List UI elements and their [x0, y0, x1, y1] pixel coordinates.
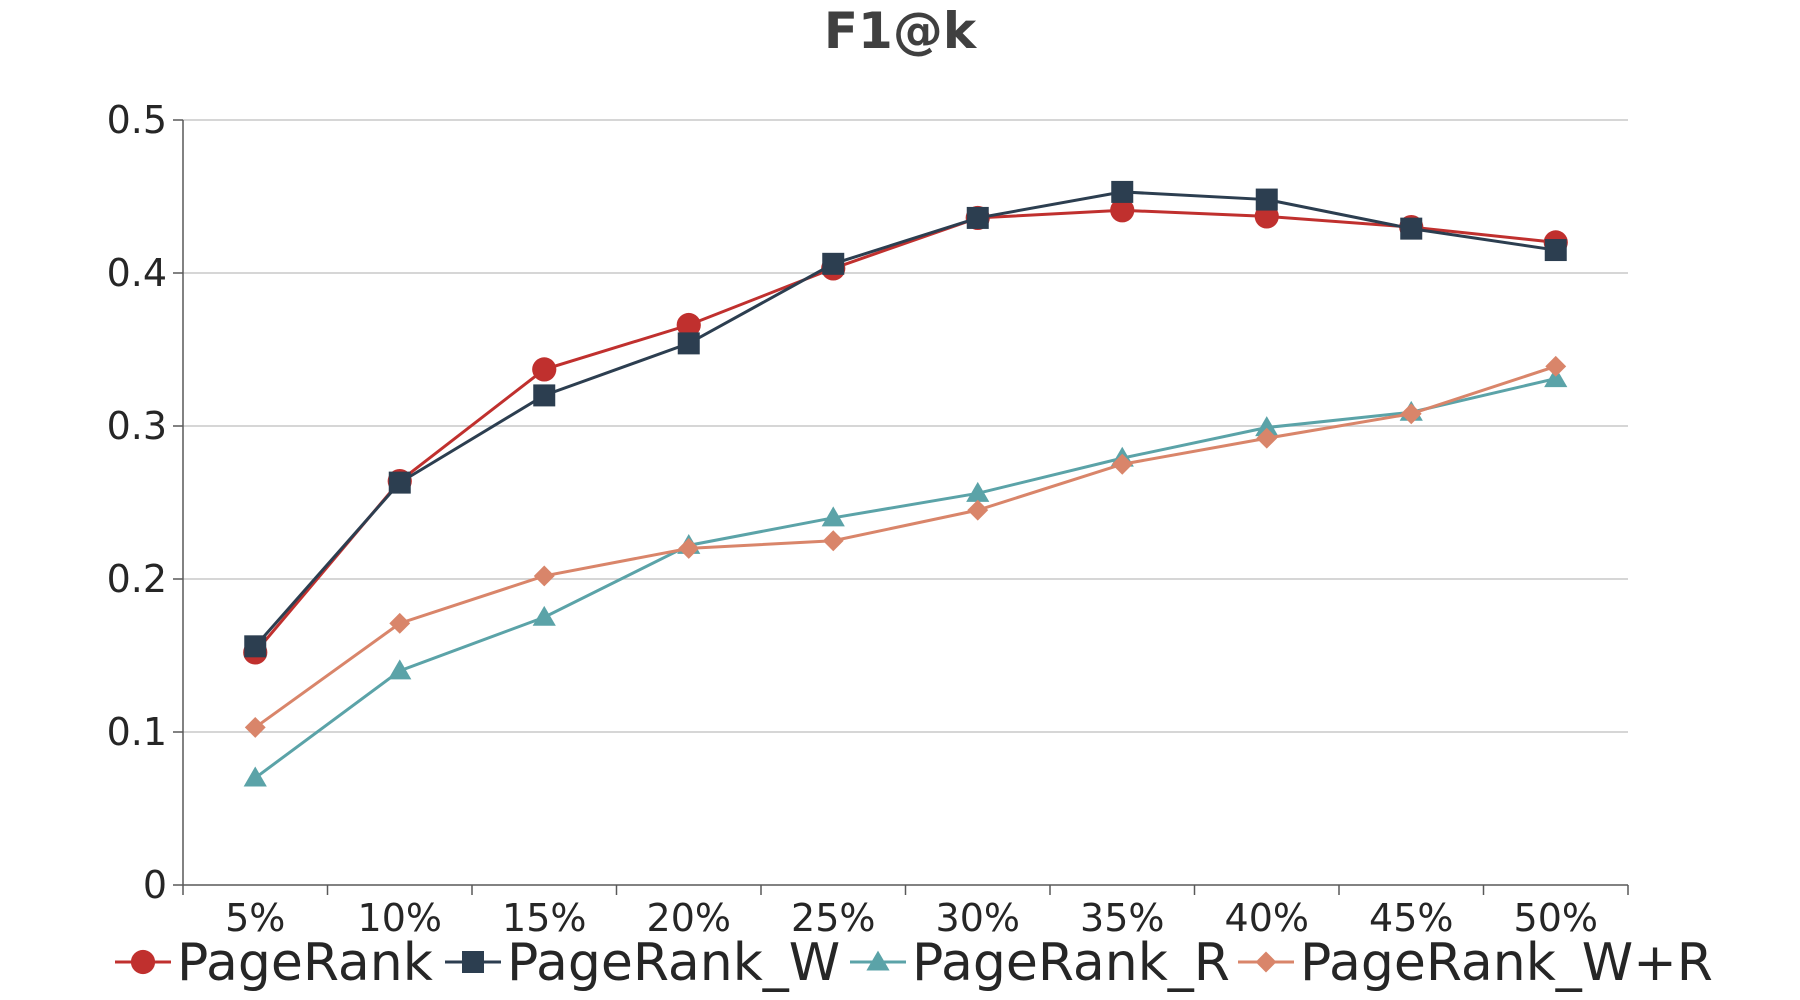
- series-group: [243, 180, 1568, 787]
- series-pagerank: [243, 198, 1568, 665]
- series-line: [254, 190, 1556, 648]
- data-point: [532, 605, 556, 626]
- x-tick-label: 50%: [1514, 896, 1598, 940]
- legend-marker: [130, 949, 156, 975]
- legend-marker: [1255, 951, 1277, 973]
- legend-label: PageRank_R: [912, 933, 1230, 993]
- y-tick-label: 0.4: [107, 251, 167, 295]
- data-point: [1544, 367, 1568, 388]
- legend-item: PageRank: [115, 933, 433, 993]
- data-point: [533, 565, 555, 587]
- series-pagerank-r: [243, 367, 1568, 787]
- x-tick-label: 25%: [791, 896, 875, 940]
- y-tick-label: 0.1: [107, 710, 167, 754]
- x-tick-label: 10%: [358, 896, 442, 940]
- x-tick-label: 45%: [1369, 896, 1453, 940]
- x-tick-label: 30%: [936, 896, 1020, 940]
- axes: 0 0.1 0.2 0.3 0.4 0.5 5% 10% 15% 20% 25% 30% 35% 40% 4…: [107, 98, 1629, 940]
- data-point: [1544, 239, 1567, 262]
- data-point: [388, 471, 411, 494]
- series-line: [254, 364, 1557, 729]
- data-point: [821, 506, 845, 527]
- series-line: [254, 377, 1557, 780]
- data-point: [1400, 403, 1422, 425]
- data-point: [966, 206, 989, 229]
- chart-title: F1@k: [824, 2, 978, 60]
- data-point: [244, 635, 267, 658]
- legend-marker: [866, 950, 890, 971]
- legend-item: PageRank_R: [850, 933, 1230, 993]
- data-point: [1111, 180, 1134, 203]
- y-tick-label: 0.3: [107, 404, 167, 448]
- data-point: [243, 766, 267, 787]
- data-point: [1400, 217, 1423, 240]
- series-pagerank-w-r: [244, 355, 1567, 738]
- data-point: [677, 332, 700, 355]
- legend-label: PageRank_W+R: [1300, 933, 1713, 993]
- y-tick-label: 0.2: [107, 557, 167, 601]
- y-tick-label: 0.5: [107, 98, 167, 142]
- legend-label: PageRank_W: [507, 933, 840, 993]
- legend-item: PageRank_W+R: [1238, 933, 1713, 993]
- data-point: [1256, 427, 1278, 449]
- x-tick-label: 20%: [647, 896, 731, 940]
- data-point: [1255, 188, 1278, 211]
- legend-item: PageRank_W: [445, 933, 840, 993]
- data-point: [967, 499, 989, 521]
- data-point: [1545, 355, 1567, 377]
- data-point: [822, 530, 844, 552]
- grid-lines: [183, 119, 1628, 733]
- data-point: [676, 312, 701, 338]
- y-tick-label: 0: [143, 863, 167, 907]
- data-point: [1110, 198, 1135, 223]
- data-point: [532, 357, 557, 382]
- data-point: [1255, 416, 1279, 437]
- data-point: [389, 612, 411, 634]
- x-tick-label: 35%: [1080, 896, 1164, 940]
- data-point: [533, 384, 556, 407]
- x-tick-label: 15%: [502, 896, 586, 940]
- data-point: [822, 252, 845, 275]
- data-point: [678, 537, 700, 559]
- data-point: [966, 481, 990, 502]
- data-point: [244, 716, 266, 738]
- data-point: [1111, 453, 1133, 475]
- data-point: [388, 659, 412, 680]
- x-tick-label: 40%: [1225, 896, 1309, 940]
- series-pagerank-w: [244, 180, 1567, 658]
- series-line: [254, 208, 1556, 654]
- legend: PageRank PageRank_W PageRank_R PageRank_W+R: [115, 933, 1713, 993]
- legend-label: PageRank: [177, 933, 433, 993]
- legend-marker: [462, 951, 484, 973]
- x-tick-label: 5%: [225, 896, 285, 940]
